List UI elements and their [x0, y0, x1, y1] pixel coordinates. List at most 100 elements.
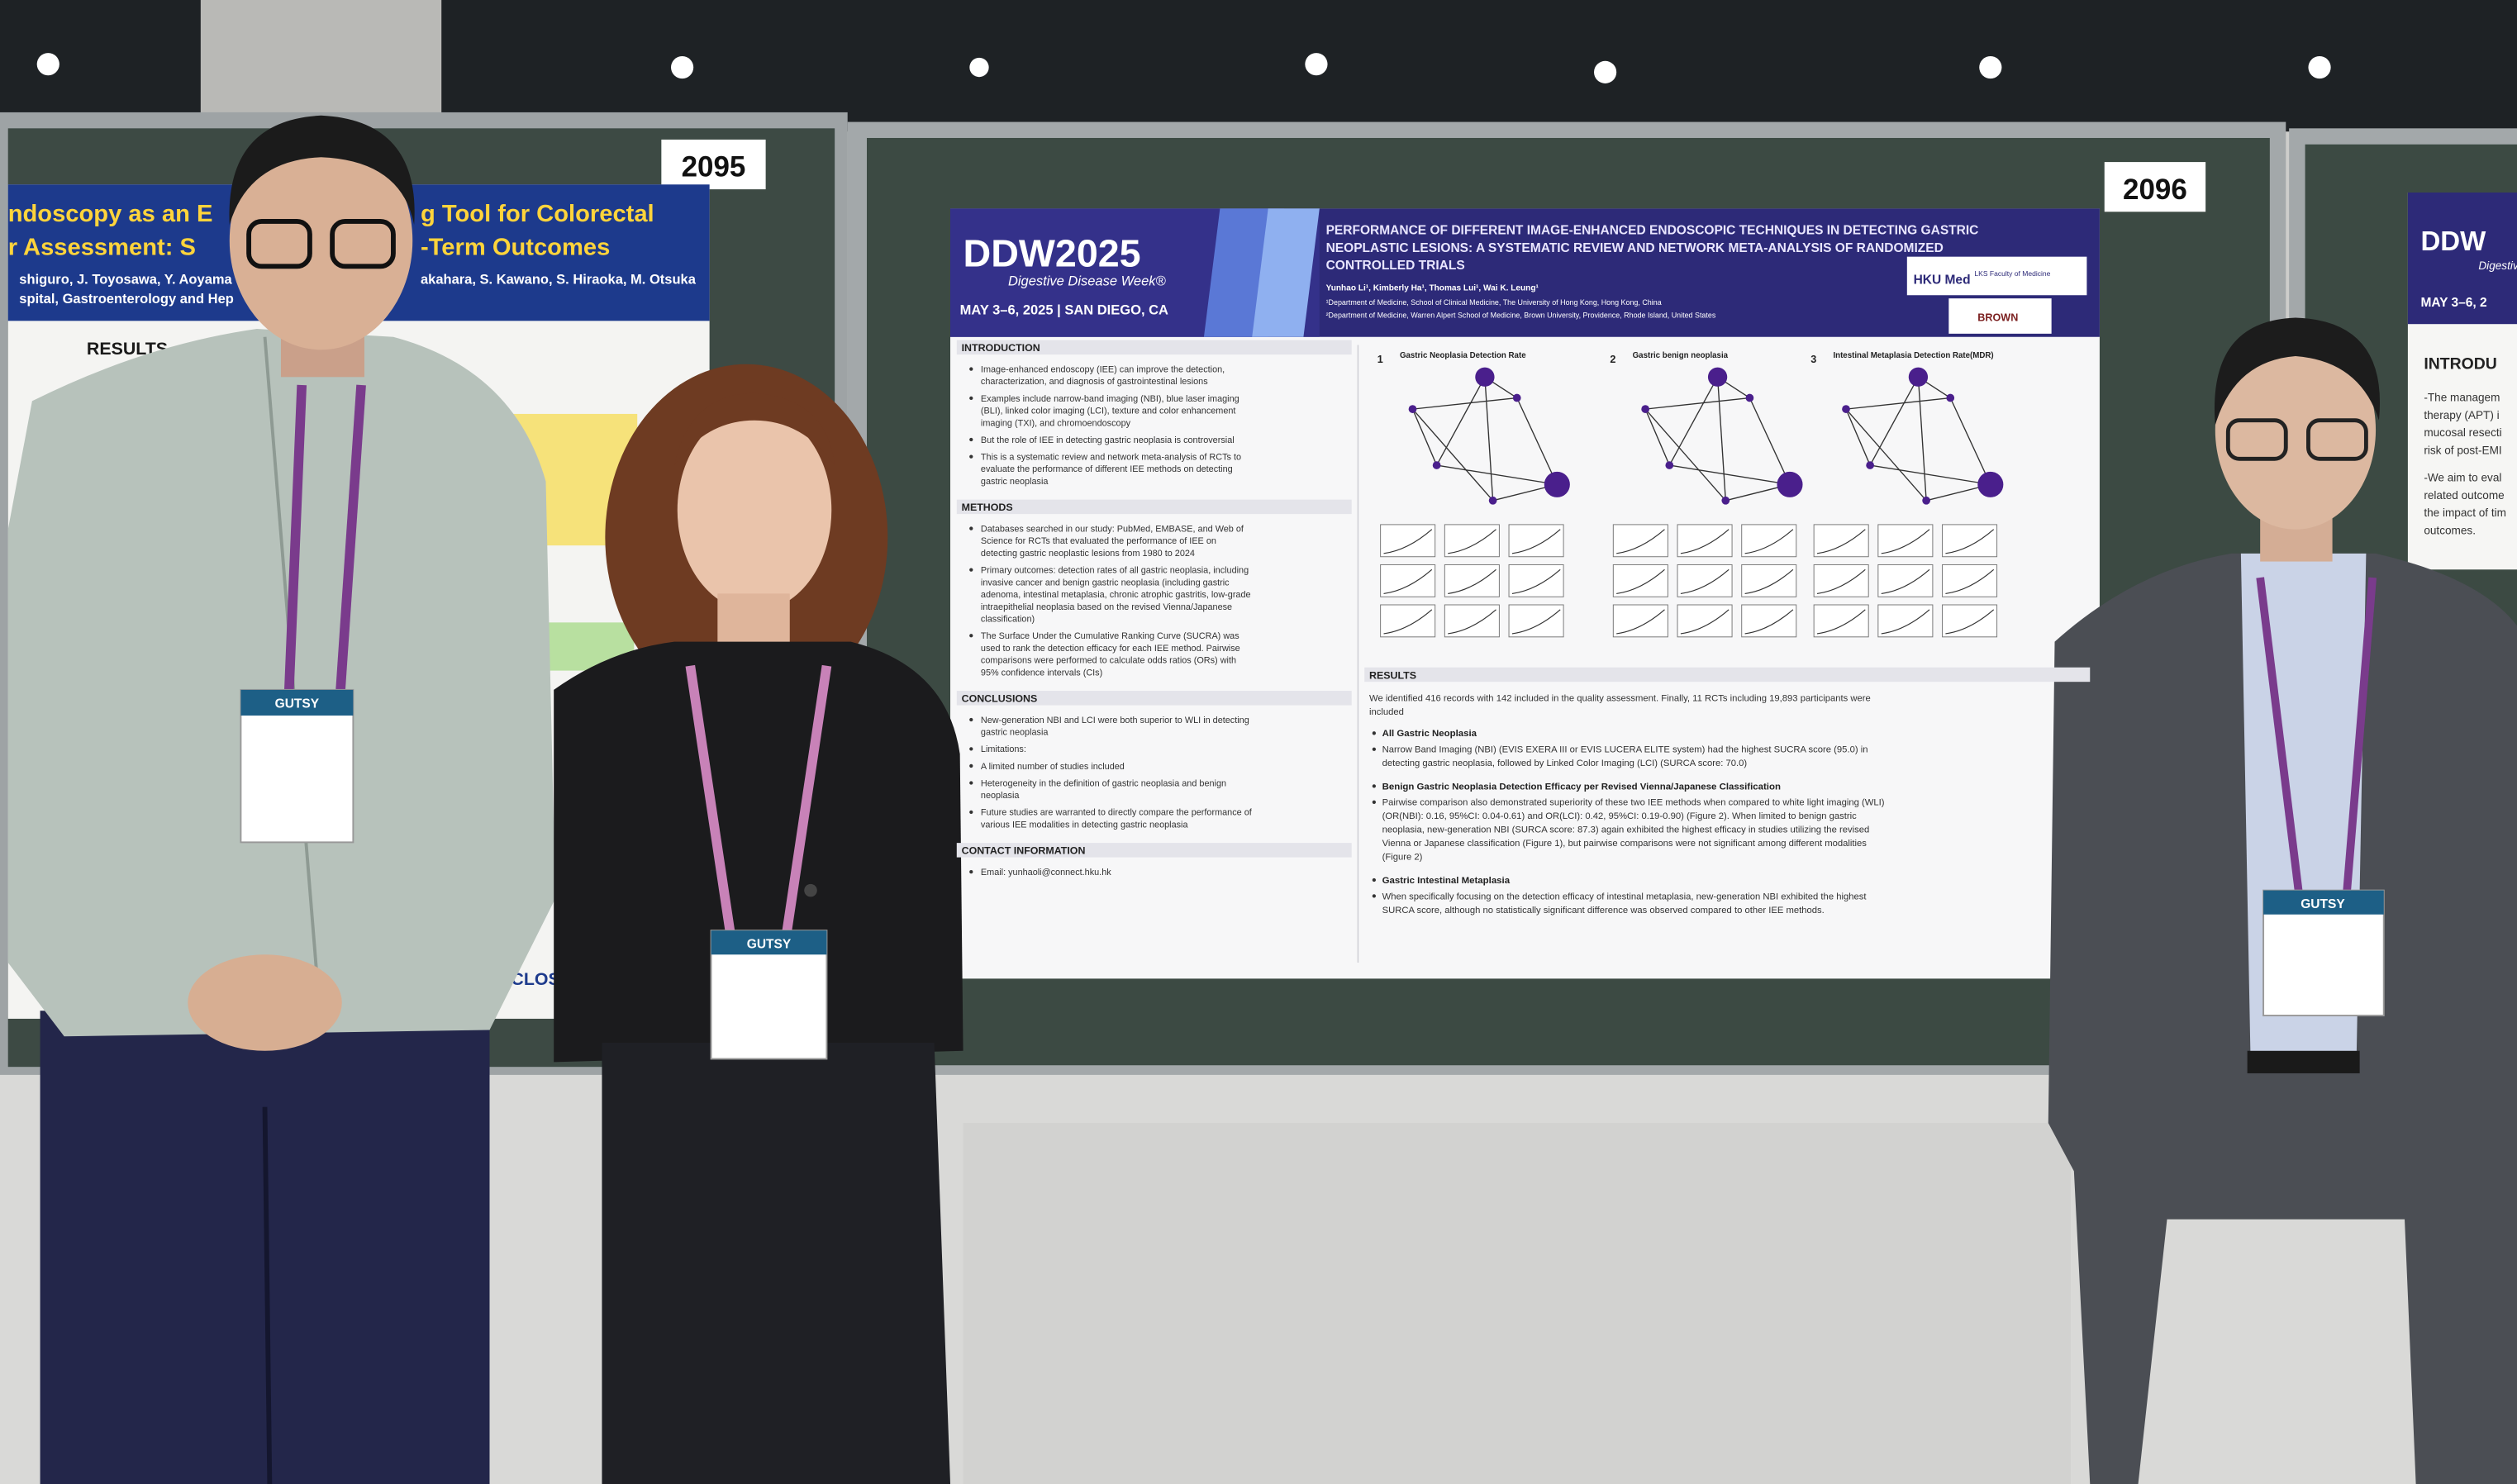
date: MAY 3–6, 2025 | SAN DIEGO, CA: [960, 303, 1168, 318]
bullet: [969, 747, 973, 751]
plot-panel: [1508, 564, 1564, 597]
plot-panel: [1813, 564, 1869, 597]
network-node: [1922, 496, 1930, 505]
body-text: Databases searched in our study: PubMed,…: [981, 524, 1244, 534]
logo-box: [1906, 256, 2087, 296]
network-edge: [1870, 464, 1991, 486]
plot-curve: [1816, 529, 1866, 554]
plot-panel: [1677, 564, 1733, 597]
section-heading: CONCLUSIONS: [962, 693, 1038, 705]
bullet: [1372, 747, 1377, 751]
skirt: [602, 1043, 951, 1484]
body-text: detecting gastric neoplastic lesions fro…: [981, 549, 1195, 559]
plot-panel: [1741, 524, 1797, 558]
light: [671, 55, 694, 79]
body-text: detecting gastric neoplasia, followed by…: [1382, 759, 1748, 768]
plot-panel: [1741, 564, 1797, 597]
body-text: Email: yunhaoli@connect.hku.hk: [981, 868, 1111, 878]
logo-text: HKU Med: [1914, 273, 1971, 288]
plot-panel: [1877, 604, 1934, 638]
poster-title: CONTROLLED TRIALS: [1326, 259, 1465, 273]
light: [2308, 55, 2331, 79]
bullet: [969, 781, 973, 785]
body-text: related outcome: [2424, 489, 2504, 502]
plot-curve: [1680, 609, 1730, 635]
section-heading: INTRODUCTION: [962, 342, 1040, 354]
plot-curve: [1881, 568, 1930, 594]
network-node: [1475, 367, 1495, 387]
body-text: New-generation NBI and LCI were both sup…: [981, 716, 1249, 725]
plot-panel: [1612, 524, 1668, 558]
network-edge: [1411, 408, 1438, 466]
body-text: classification): [981, 615, 1035, 625]
subheading: All Gastric Neoplasia: [1382, 729, 1477, 739]
light: [36, 53, 59, 76]
network-edge: [1949, 397, 1991, 485]
section-heading: CONTACT INFORMATION: [962, 845, 1086, 857]
network-node: [1432, 461, 1441, 469]
plot-curve: [1448, 568, 1496, 594]
poster-number: 2095: [682, 151, 746, 183]
hair: [229, 115, 415, 225]
body-text: intraepithelial neoplasia based on the r…: [981, 602, 1232, 612]
logo: DDW2025: [964, 231, 1141, 274]
trouser-seam: [262, 1106, 273, 1484]
bullet: [1372, 894, 1377, 898]
badge-label: GUTSY: [747, 938, 792, 952]
badge-label: GUTSY: [275, 697, 320, 711]
network-node: [1544, 471, 1570, 497]
badge-label: GUTSY: [2301, 897, 2345, 911]
body-text: SURCA score, although no statistically s…: [1382, 906, 1825, 916]
body-text: This is a systematic review and network …: [981, 452, 1241, 462]
body-text: Science for RCTs that evaluated the perf…: [981, 536, 1216, 546]
poster-authors: shiguro, J. Toyosawa, Y. Aoyama: [19, 273, 232, 288]
body-text: mucosal resecti: [2424, 426, 2501, 439]
body-text: (OR(NBI): 0.16, 95%CI: 0.04-0.61) and OR…: [1382, 811, 1858, 821]
network-node: [1908, 367, 1929, 387]
figure-title: Intestinal Metaplasia Detection Rate(MDR…: [1833, 351, 1993, 360]
lanyard: [2256, 577, 2303, 893]
button: [804, 883, 817, 897]
network-node: [1488, 496, 1497, 505]
plot-curve: [1881, 609, 1930, 635]
poster-title: PERFORMANCE OF DIFFERENT IMAGE-ENHANCED …: [1326, 223, 1979, 237]
plot-panel: [1612, 604, 1668, 638]
lanyard: [335, 384, 366, 694]
glasses: [2306, 418, 2368, 461]
network-edge: [1644, 408, 1670, 466]
subheading: Gastric Intestinal Metaplasia: [1382, 876, 1511, 886]
network-edge: [1669, 464, 1791, 486]
plot-panel: [1813, 524, 1869, 558]
body-text: The Surface Under the Cumulative Ranking…: [981, 631, 1239, 641]
poster-affiliation: ¹Department of Medicine, School of Clini…: [1326, 298, 1662, 307]
plot-panel: [1741, 604, 1797, 638]
network-node: [1842, 405, 1850, 413]
plot-curve: [1616, 609, 1665, 635]
body-text: comparisons were performed to calculate …: [981, 656, 1236, 666]
logo-text: LKS Faculty of Medicine: [1974, 269, 2050, 278]
body-text: But the role of IEE in detecting gastric…: [981, 435, 1235, 445]
figure-number: 1: [1377, 354, 1383, 365]
body-text: 95% confidence intervals (CIs): [981, 668, 1102, 678]
jacket: [7, 329, 556, 1037]
body-text: Primary outcomes: detection rates of all…: [981, 566, 1249, 576]
hands: [188, 954, 342, 1051]
plot-curve: [1511, 568, 1561, 594]
plot-curve: [1744, 568, 1794, 594]
poster-header: [2407, 192, 2517, 325]
plot-panel: [1380, 564, 1436, 597]
plot-panel: [1444, 524, 1500, 558]
network-edge: [1869, 376, 1920, 466]
body-text: adenoma, intestinal metaplasia, chronic …: [981, 590, 1251, 600]
glasses: [246, 219, 312, 269]
figure-number: 3: [1810, 354, 1816, 365]
network-edge: [1845, 408, 1871, 466]
body-text: used to rank the detection efficacy for …: [981, 644, 1240, 654]
body-text: imaging (TXI), and chromoendoscopy: [981, 418, 1131, 428]
body-text: included: [1369, 707, 1404, 717]
section-heading: INTRODU: [2424, 355, 2496, 373]
bullet: [1372, 731, 1377, 735]
bullet: [969, 763, 973, 768]
